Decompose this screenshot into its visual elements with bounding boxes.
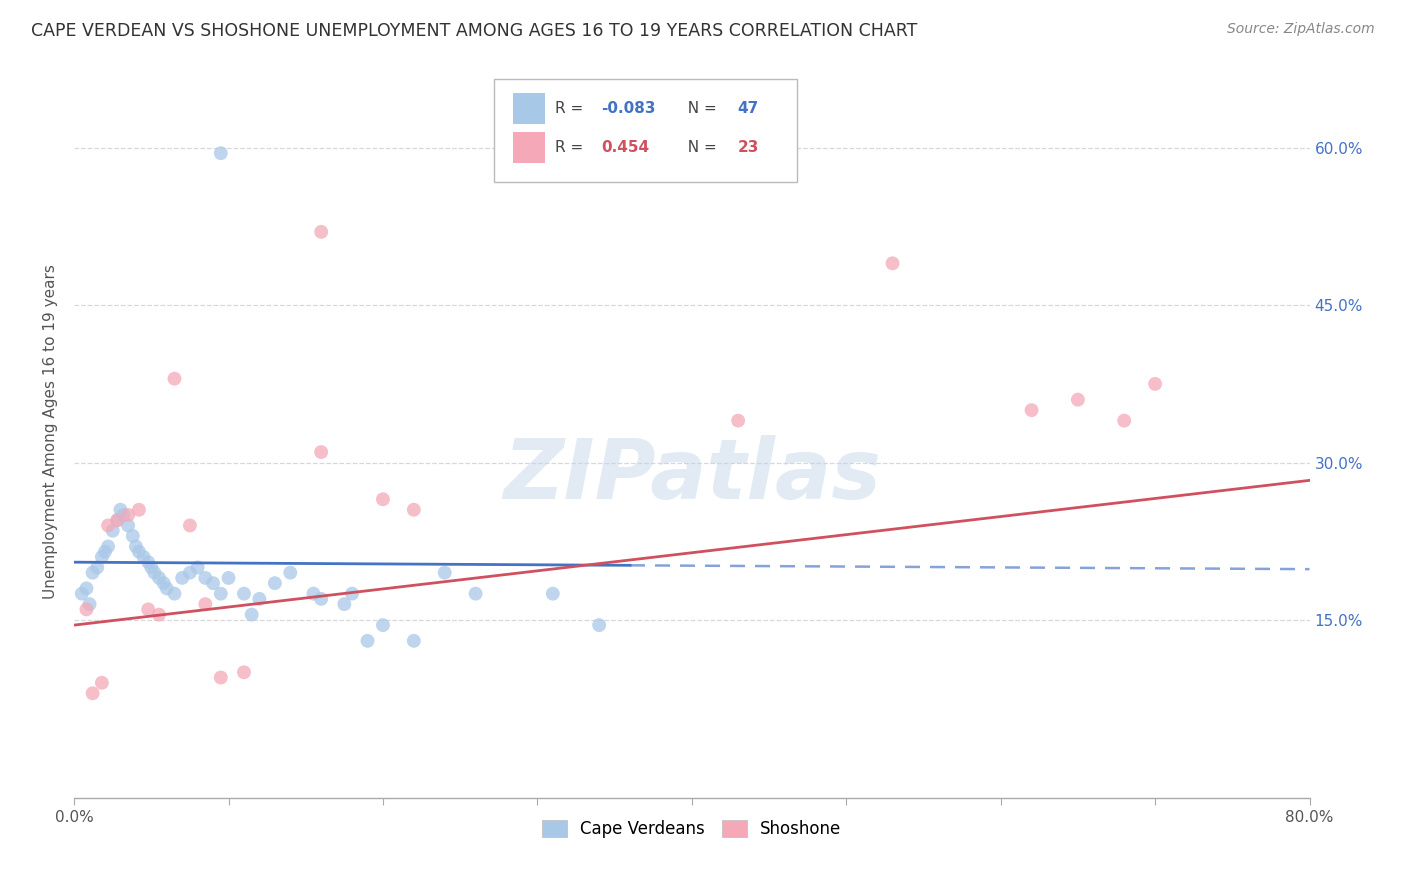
Point: [356, 633, 378, 648]
Point: [302, 587, 325, 601]
Point: [94, 544, 117, 558]
Point: [371, 492, 394, 507]
Point: [101, 524, 124, 538]
Text: Source: ZipAtlas.com: Source: ZipAtlas.com: [1227, 22, 1375, 37]
Point: [187, 560, 209, 574]
Point: [263, 576, 285, 591]
Point: [86, 560, 108, 574]
Point: [209, 587, 232, 601]
Point: [121, 529, 143, 543]
Text: -0.083: -0.083: [602, 102, 657, 116]
Point: [128, 544, 150, 558]
Point: [209, 671, 232, 685]
Point: [233, 587, 256, 601]
Text: N =: N =: [678, 140, 721, 155]
Point: [218, 571, 240, 585]
Point: [209, 146, 232, 161]
Point: [156, 582, 179, 596]
Point: [90, 549, 112, 564]
Point: [148, 607, 170, 622]
Point: [882, 256, 904, 270]
Point: [105, 513, 128, 527]
Point: [105, 513, 128, 527]
Point: [309, 591, 332, 606]
Point: [464, 587, 486, 601]
Point: [112, 508, 135, 522]
Point: [136, 602, 159, 616]
Point: [278, 566, 301, 580]
FancyBboxPatch shape: [513, 132, 544, 163]
Y-axis label: Unemployment Among Ages 16 to 19 years: Unemployment Among Ages 16 to 19 years: [44, 264, 58, 599]
Point: [90, 675, 112, 690]
Point: [179, 566, 201, 580]
Point: [79, 597, 101, 611]
Point: [233, 665, 256, 680]
Point: [141, 560, 163, 574]
Point: [97, 518, 120, 533]
Point: [194, 597, 217, 611]
Point: [75, 582, 97, 596]
Point: [541, 587, 564, 601]
Text: N =: N =: [678, 102, 721, 116]
Text: R =: R =: [555, 102, 588, 116]
Point: [179, 518, 201, 533]
Point: [97, 540, 120, 554]
Point: [1144, 376, 1167, 391]
Point: [75, 602, 97, 616]
Point: [82, 566, 104, 580]
Text: ZIPatlas: ZIPatlas: [503, 434, 880, 516]
Point: [340, 587, 363, 601]
Point: [152, 576, 174, 591]
Point: [143, 566, 166, 580]
Point: [202, 576, 225, 591]
Point: [172, 571, 194, 585]
Text: 0.454: 0.454: [602, 140, 650, 155]
Point: [333, 597, 356, 611]
Point: [402, 502, 425, 516]
Point: [309, 445, 332, 459]
Point: [402, 633, 425, 648]
Point: [128, 502, 150, 516]
Point: [117, 508, 139, 522]
Point: [148, 571, 170, 585]
Point: [132, 549, 155, 564]
Point: [371, 618, 394, 632]
Point: [117, 518, 139, 533]
Point: [70, 587, 93, 601]
Text: CAPE VERDEAN VS SHOSHONE UNEMPLOYMENT AMONG AGES 16 TO 19 YEARS CORRELATION CHAR: CAPE VERDEAN VS SHOSHONE UNEMPLOYMENT AM…: [31, 22, 917, 40]
Point: [163, 587, 186, 601]
Point: [433, 566, 456, 580]
Point: [309, 225, 332, 239]
Text: R =: R =: [555, 140, 593, 155]
Text: 47: 47: [738, 102, 759, 116]
Point: [163, 372, 186, 386]
Point: [247, 591, 270, 606]
Point: [1021, 403, 1043, 417]
Point: [194, 571, 217, 585]
Point: [136, 555, 159, 569]
Point: [125, 540, 148, 554]
Point: [588, 618, 610, 632]
FancyBboxPatch shape: [513, 94, 544, 124]
Point: [82, 686, 104, 700]
Point: [1067, 392, 1090, 407]
FancyBboxPatch shape: [494, 78, 797, 181]
Point: [1114, 414, 1136, 428]
Point: [110, 502, 132, 516]
Point: [240, 607, 263, 622]
Legend: Cape Verdeans, Shoshone: Cape Verdeans, Shoshone: [536, 814, 848, 845]
Text: 23: 23: [738, 140, 759, 155]
Point: [727, 414, 749, 428]
